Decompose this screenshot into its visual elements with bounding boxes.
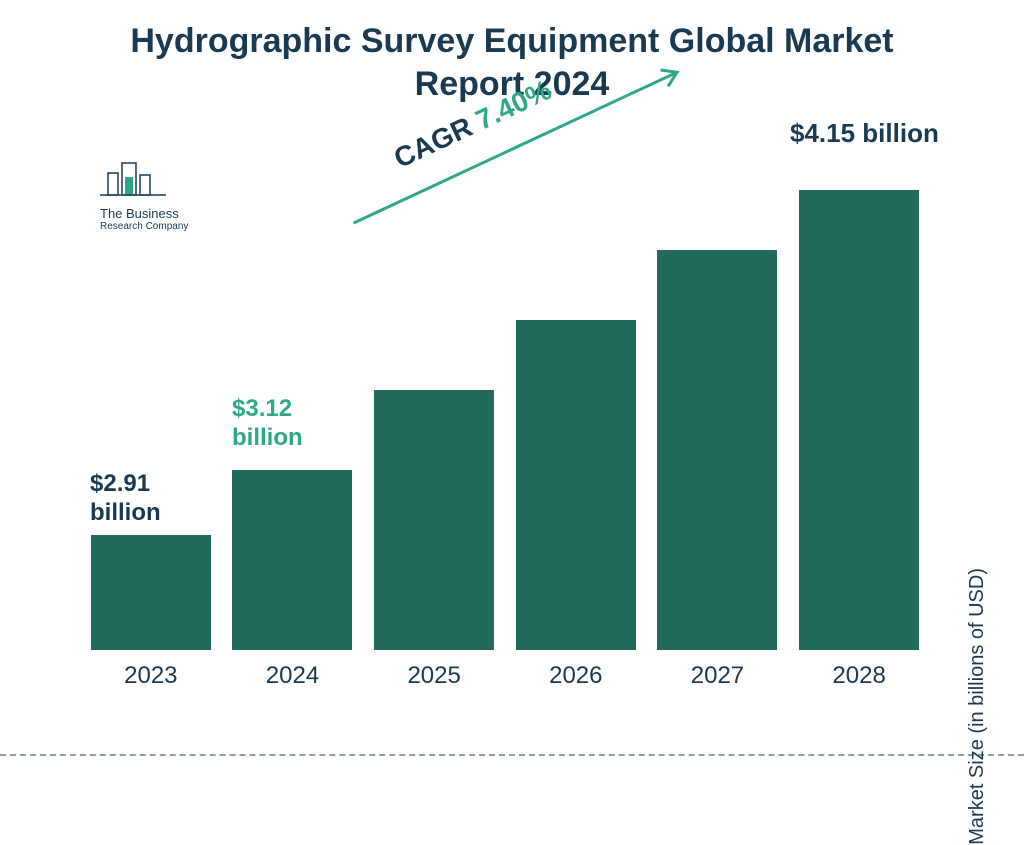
xlabel-2023: 2023 bbox=[81, 662, 221, 690]
bar-group bbox=[647, 250, 787, 650]
bar-2024 bbox=[232, 470, 352, 650]
bars-container bbox=[80, 140, 930, 650]
y-axis-label: Market Size (in billions of USD) bbox=[966, 568, 989, 845]
xlabel-2027: 2027 bbox=[647, 662, 787, 690]
x-axis-labels: 2023 2024 2025 2026 2027 2028 bbox=[80, 662, 930, 690]
bar-group bbox=[364, 390, 504, 650]
bar-2027 bbox=[657, 250, 777, 650]
value-label-2028: $4.15 billion bbox=[790, 118, 970, 149]
value-label-2023: $2.91 billion bbox=[90, 470, 210, 528]
xlabel-2026: 2026 bbox=[506, 662, 646, 690]
xlabel-2024: 2024 bbox=[222, 662, 362, 690]
bar-2028 bbox=[799, 190, 919, 650]
xlabel-2025: 2025 bbox=[364, 662, 504, 690]
xlabel-2028: 2028 bbox=[789, 662, 929, 690]
bar-2025 bbox=[374, 390, 494, 650]
bar-group bbox=[506, 320, 646, 650]
chart-area: 2023 2024 2025 2026 2027 2028 bbox=[80, 140, 930, 690]
bottom-dashed-line bbox=[0, 754, 1024, 756]
bar-2026 bbox=[516, 320, 636, 650]
value-label-2024: $3.12 billion bbox=[232, 395, 352, 453]
bar-group bbox=[81, 535, 221, 650]
bar-group bbox=[789, 190, 929, 650]
bar-group bbox=[222, 470, 362, 650]
bar-2023 bbox=[91, 535, 211, 650]
